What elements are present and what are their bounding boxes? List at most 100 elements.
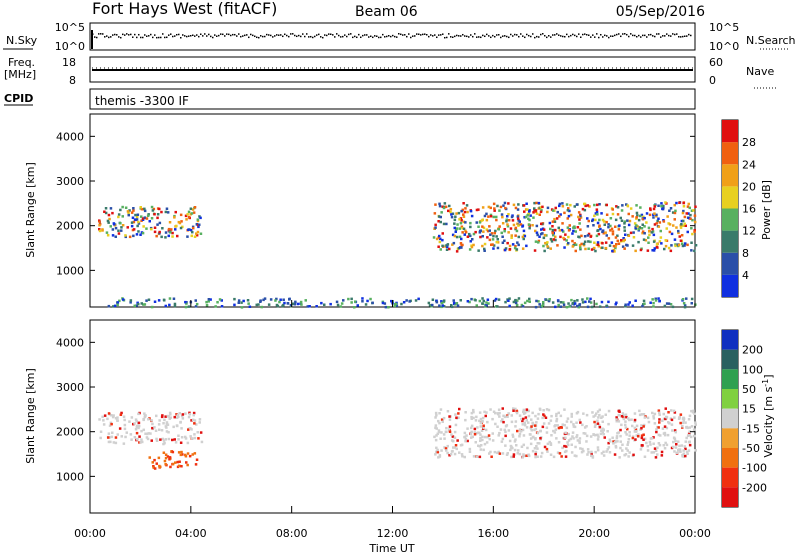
echo-cell xyxy=(558,202,562,206)
nsky-point xyxy=(388,35,390,37)
echo-cell xyxy=(545,234,548,237)
echo-cell xyxy=(596,203,599,207)
echo-cell xyxy=(475,221,478,224)
echo-cell xyxy=(635,216,638,219)
echo-cell xyxy=(545,431,549,434)
echo-cell xyxy=(537,412,540,416)
echo-cell xyxy=(583,202,586,206)
echo-cell xyxy=(594,423,597,426)
nsky-point xyxy=(584,33,586,35)
echo-cell xyxy=(143,216,147,219)
echo-cell xyxy=(602,232,605,235)
echo-cell xyxy=(187,210,191,214)
echo-cell xyxy=(508,439,512,443)
echo-cell xyxy=(626,219,629,222)
echo-cell xyxy=(496,451,499,455)
nsky-point xyxy=(212,36,214,39)
echo-cell xyxy=(557,299,560,303)
echo-cell xyxy=(485,411,488,414)
echo-cell xyxy=(181,413,185,416)
echo-cell xyxy=(690,227,693,230)
echo-cell xyxy=(515,229,519,233)
echo-cell xyxy=(598,408,601,412)
echo-cell xyxy=(673,429,677,432)
echo-cell xyxy=(690,425,694,428)
echo-cell xyxy=(596,213,599,216)
echo-cell xyxy=(504,247,508,250)
echo-cell xyxy=(533,428,536,432)
echo-cell xyxy=(453,234,457,238)
echo-cell xyxy=(598,413,601,417)
echo-cell xyxy=(670,423,674,426)
echo-cell xyxy=(171,462,175,466)
echo-cell xyxy=(554,235,557,239)
echo-cell xyxy=(675,443,678,446)
echo-cell xyxy=(522,453,525,456)
echo-cell xyxy=(510,446,513,450)
nsky-point xyxy=(148,35,150,37)
nsky-tick-top: 10^5 xyxy=(55,21,85,34)
echo-cell xyxy=(437,419,440,423)
echo-cell xyxy=(108,436,112,439)
echo-cell xyxy=(439,215,442,219)
echo-cell xyxy=(682,452,685,455)
echo-cell xyxy=(624,413,628,416)
echo-cell xyxy=(536,233,539,237)
echo-cell xyxy=(652,436,655,439)
echo-cell xyxy=(593,203,596,207)
echo-cell xyxy=(155,439,159,442)
echo-cell xyxy=(558,452,562,455)
echo-cell xyxy=(628,301,631,304)
echo-cell xyxy=(511,435,515,438)
echo-cell xyxy=(402,301,406,304)
echo-cell xyxy=(503,248,507,252)
echo-cell xyxy=(450,304,453,307)
echo-cell xyxy=(649,208,652,212)
echo-cell xyxy=(452,446,455,449)
echo-cell xyxy=(123,418,126,422)
nsky-point xyxy=(250,33,252,36)
echo-cell xyxy=(611,232,615,236)
echo-cell xyxy=(674,243,677,246)
echo-cell xyxy=(528,210,531,213)
echo-cell xyxy=(598,305,602,308)
echo-cell xyxy=(554,428,558,431)
nsky-point xyxy=(266,33,268,36)
echo-cell xyxy=(450,450,454,453)
echo-cell xyxy=(527,453,530,456)
echo-cell xyxy=(609,440,612,443)
echo-cell xyxy=(664,201,667,204)
echo-cell xyxy=(582,242,586,246)
echo-cell xyxy=(455,212,458,215)
echo-cell xyxy=(641,230,645,233)
echo-cell xyxy=(522,229,526,233)
power-panel xyxy=(89,113,696,308)
echo-cell xyxy=(605,203,608,207)
echo-cell xyxy=(639,448,643,451)
echo-cell xyxy=(315,305,318,308)
nsearch-tick-top: 10^5 xyxy=(709,21,739,34)
echo-cell xyxy=(529,214,532,217)
echo-cell xyxy=(101,415,104,419)
nsky-point xyxy=(136,36,138,39)
echo-cell xyxy=(585,413,589,417)
echo-cell xyxy=(618,410,621,413)
echo-cell xyxy=(466,427,469,430)
echo-cell xyxy=(526,299,529,303)
echo-cell xyxy=(535,421,538,424)
echo-cell xyxy=(214,305,217,308)
echo-cell xyxy=(433,435,436,439)
nsky-point xyxy=(422,33,424,36)
nsky-point xyxy=(376,35,378,37)
echo-cell xyxy=(191,208,195,211)
echo-cell xyxy=(522,410,525,414)
echo-cell xyxy=(665,426,669,430)
echo-cell xyxy=(673,450,676,453)
echo-cell xyxy=(591,411,594,414)
echo-cell xyxy=(627,438,631,441)
echo-cell xyxy=(518,435,521,438)
echo-cell xyxy=(581,298,584,301)
echo-cell xyxy=(257,303,260,306)
echo-cell xyxy=(683,244,686,247)
